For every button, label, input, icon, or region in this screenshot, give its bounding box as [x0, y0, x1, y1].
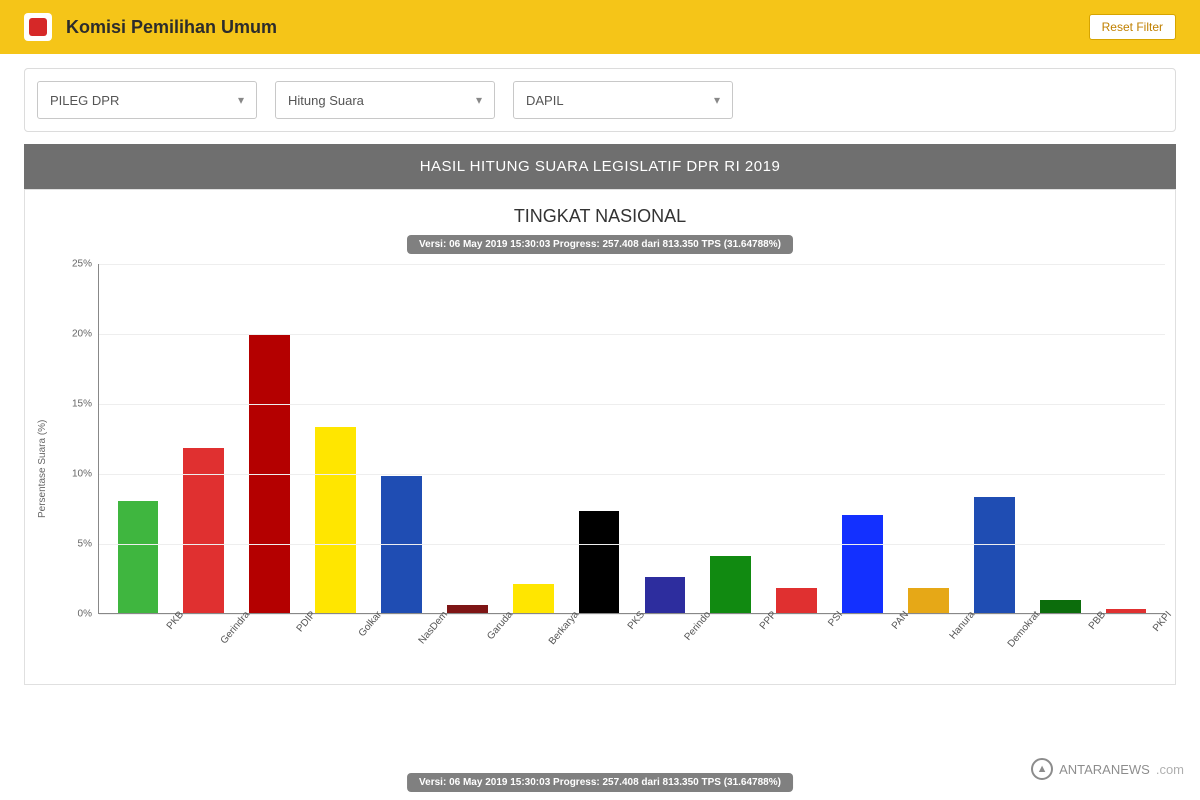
- bars-container: [99, 264, 1165, 613]
- chevron-down-icon: ▾: [714, 93, 720, 107]
- watermark-brand: ANTARANEWS: [1059, 762, 1150, 777]
- version-pill-top: Versi: 06 May 2019 15:30:03 Progress: 25…: [407, 235, 793, 254]
- chart-area: Persentase Suara (%) 0%5%10%15%20%25% PK…: [35, 264, 1165, 674]
- bar-ppp[interactable]: [710, 556, 751, 613]
- gridline: [99, 474, 1165, 475]
- bar-slot: [1027, 264, 1093, 613]
- chevron-down-icon: ▾: [476, 93, 482, 107]
- watermark-icon: ▲: [1031, 758, 1053, 780]
- app-header: Komisi Pemilihan Umum Reset Filter: [0, 0, 1200, 54]
- chart-title: TINGKAT NASIONAL: [35, 206, 1165, 227]
- bar-garuda[interactable]: [447, 605, 488, 613]
- header-left: Komisi Pemilihan Umum: [24, 13, 277, 41]
- chart-card: TINGKAT NASIONAL Versi: 06 May 2019 15:3…: [24, 189, 1176, 685]
- bar-hanura[interactable]: [908, 588, 949, 613]
- y-tick: 0%: [78, 609, 92, 620]
- bar-demokrat[interactable]: [974, 497, 1015, 613]
- bar-slot: [698, 264, 764, 613]
- bar-slot: [237, 264, 303, 613]
- bar-slot: [303, 264, 369, 613]
- gridline: [99, 544, 1165, 545]
- gridline: [99, 614, 1165, 615]
- y-tick: 15%: [72, 399, 92, 410]
- bar-slot: [566, 264, 632, 613]
- bar-slot: [764, 264, 830, 613]
- bar-gerindra[interactable]: [183, 448, 224, 613]
- y-axis-label: Persentase Suara (%): [35, 264, 50, 674]
- bar-slot: [500, 264, 566, 613]
- select-pileg-value: PILEG DPR: [50, 93, 119, 108]
- y-tick: 10%: [72, 469, 92, 480]
- bar-slot: [369, 264, 435, 613]
- results-banner: HASIL HITUNG SUARA LEGISLATIF DPR RI 201…: [24, 144, 1176, 189]
- select-hitung-value: Hitung Suara: [288, 93, 364, 108]
- bar-golkar[interactable]: [315, 427, 356, 613]
- watermark: ▲ ANTARANEWS .com: [1031, 758, 1184, 780]
- bar-slot: [961, 264, 1027, 613]
- bar-pks[interactable]: [579, 511, 620, 613]
- header-title: Komisi Pemilihan Umum: [66, 17, 277, 38]
- kpu-logo-icon: [29, 18, 47, 36]
- bar-slot: [830, 264, 896, 613]
- y-tick: 25%: [72, 259, 92, 270]
- x-label: PKPI: [1123, 609, 1200, 697]
- bar-slot: [171, 264, 237, 613]
- plot-area: [98, 264, 1165, 614]
- gridline: [99, 334, 1165, 335]
- select-pileg[interactable]: PILEG DPR ▾: [37, 81, 257, 119]
- kpu-logo: [24, 13, 52, 41]
- gridline: [99, 264, 1165, 265]
- filter-bar: PILEG DPR ▾ Hitung Suara ▾ DAPIL ▾: [24, 68, 1176, 132]
- bar-pkb[interactable]: [118, 501, 159, 613]
- watermark-suffix: .com: [1156, 762, 1184, 777]
- x-axis-labels: PKBGerindraPDIPGolkarNasDemGarudaBerkary…: [101, 616, 1155, 674]
- bar-slot: [632, 264, 698, 613]
- y-axis: 0%5%10%15%20%25%: [50, 264, 98, 614]
- bar-pkpi[interactable]: [1106, 609, 1147, 613]
- bar-pan[interactable]: [842, 515, 883, 613]
- select-hitung[interactable]: Hitung Suara ▾: [275, 81, 495, 119]
- bar-slot: [105, 264, 171, 613]
- y-tick: 5%: [78, 539, 92, 550]
- gridline: [99, 404, 1165, 405]
- bar-pbb[interactable]: [1040, 600, 1081, 613]
- bar-slot: [896, 264, 962, 613]
- reset-filter-button[interactable]: Reset Filter: [1089, 14, 1176, 40]
- chevron-down-icon: ▾: [238, 93, 244, 107]
- y-tick: 20%: [72, 329, 92, 340]
- select-dapil-value: DAPIL: [526, 93, 564, 108]
- bar-slot: [434, 264, 500, 613]
- version-pill-bottom: Versi: 06 May 2019 15:30:03 Progress: 25…: [407, 773, 793, 792]
- bar-perindo[interactable]: [645, 577, 686, 613]
- bar-psi[interactable]: [776, 588, 817, 613]
- bar-slot: [1093, 264, 1159, 613]
- select-dapil[interactable]: DAPIL ▾: [513, 81, 733, 119]
- bar-berkarya[interactable]: [513, 584, 554, 613]
